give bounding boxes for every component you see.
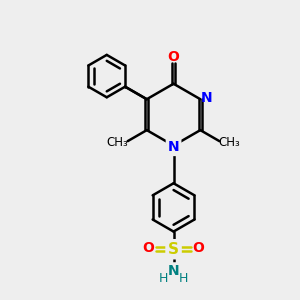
Text: O: O <box>142 241 154 255</box>
Text: CH₃: CH₃ <box>106 136 128 149</box>
Text: N: N <box>168 140 179 154</box>
Text: H: H <box>159 272 168 285</box>
Text: S: S <box>168 242 179 257</box>
Text: O: O <box>168 50 179 64</box>
Text: H: H <box>179 272 188 285</box>
Text: N: N <box>201 91 213 105</box>
Text: CH₃: CH₃ <box>218 136 240 149</box>
Text: O: O <box>193 241 205 255</box>
Text: N: N <box>168 264 179 278</box>
